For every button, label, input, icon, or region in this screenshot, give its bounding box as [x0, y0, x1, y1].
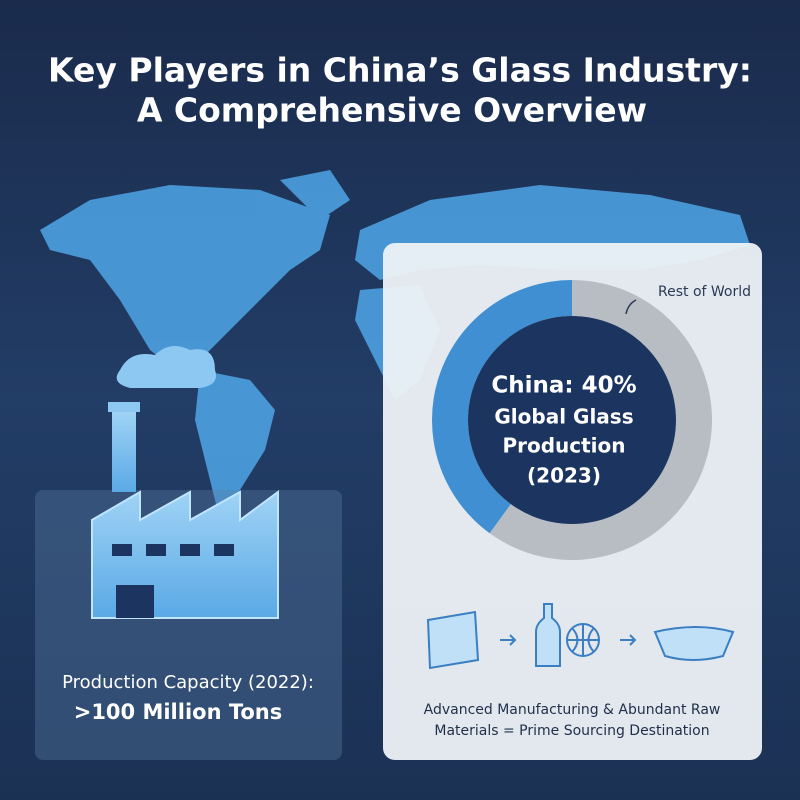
- process-icons: [426, 603, 735, 670]
- donut-slice: [431, 280, 572, 534]
- center-line: (2023): [527, 464, 601, 488]
- note-line: Advanced Manufacturing & Abundant Raw: [424, 702, 721, 718]
- center-text: China: 40% Global Glass Production (2023…: [491, 373, 636, 488]
- center-line: Production: [502, 434, 625, 458]
- factory-icon: [91, 346, 279, 619]
- title-line: Key Players in China’s Glass Industry:: [48, 51, 752, 90]
- slice-label: Rest of World: [658, 284, 751, 300]
- center-line: China: 40%: [491, 373, 636, 399]
- center-line: Global Glass: [494, 405, 633, 429]
- donut-center: [468, 316, 676, 524]
- donut-chart: [431, 280, 712, 560]
- title-line: A Comprehensive Overview: [137, 91, 647, 130]
- capacity-label: Production Capacity (2022):: [62, 672, 314, 693]
- label-pointer: [625, 299, 637, 315]
- note-line: Materials = Prime Sourcing Destination: [434, 723, 709, 739]
- capacity-value: >100 Million Tons: [74, 700, 283, 724]
- donut-slice: [489, 280, 712, 560]
